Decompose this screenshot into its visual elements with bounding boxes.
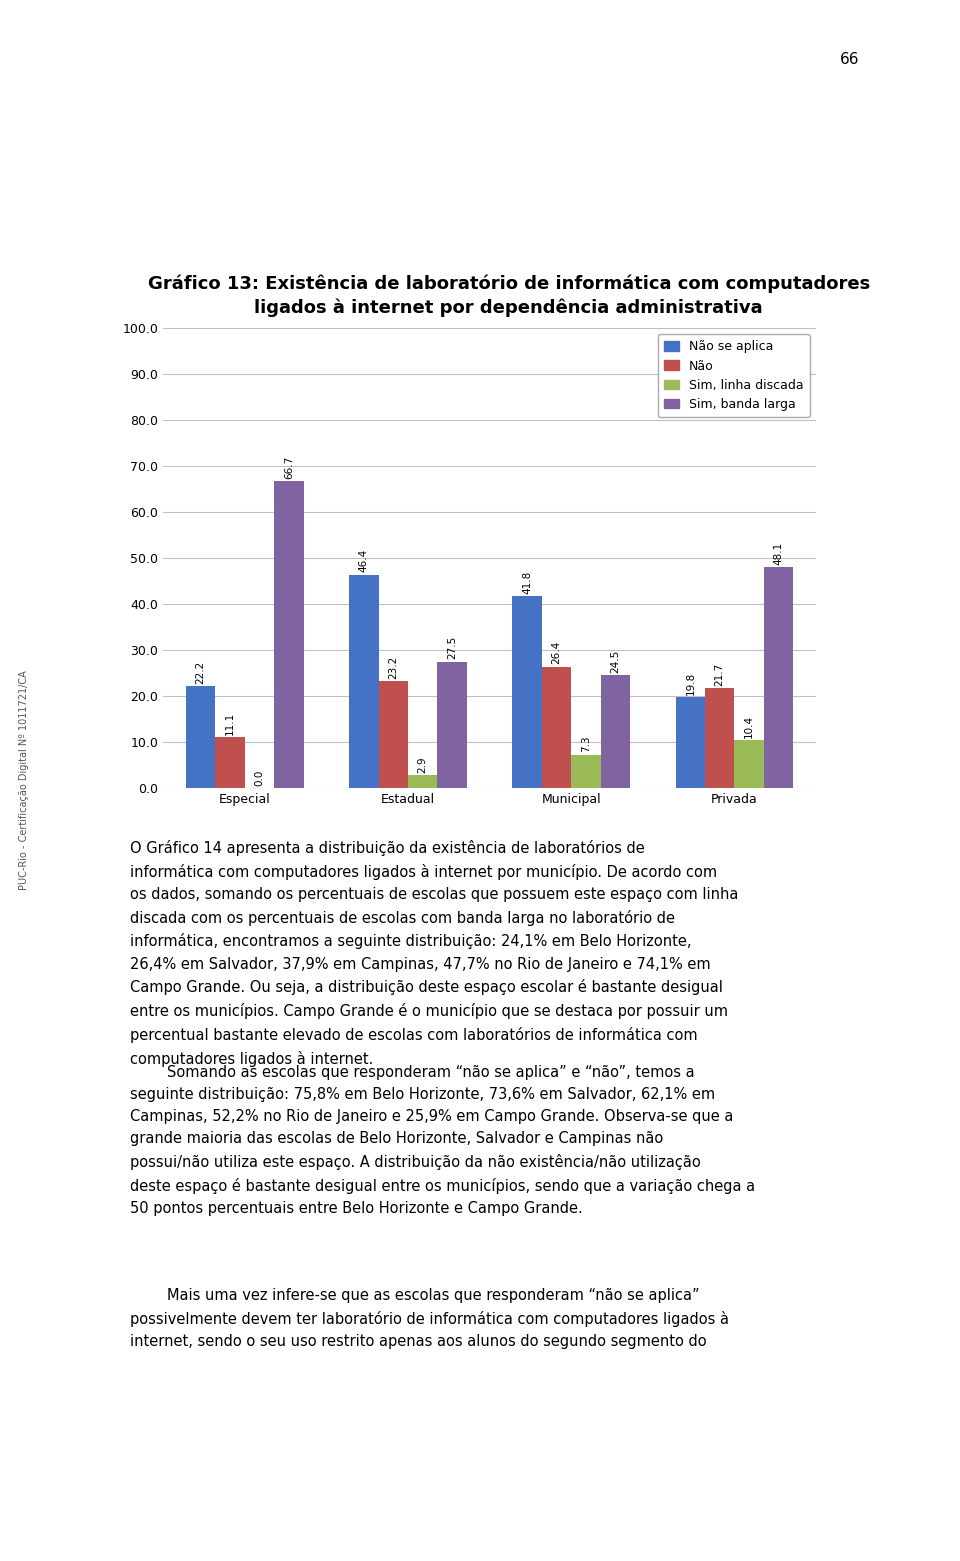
Bar: [734, 740, 764, 788]
Bar: [601, 676, 630, 788]
Bar: [513, 596, 541, 788]
Text: 0.0: 0.0: [254, 770, 265, 787]
Text: Mais uma vez infere-se que as escolas que responderam “não se aplica”
possivelme: Mais uma vez infere-se que as escolas qu…: [130, 1288, 729, 1349]
Text: 41.8: 41.8: [522, 570, 532, 593]
Text: 2.9: 2.9: [418, 756, 428, 773]
Bar: [764, 567, 793, 788]
Bar: [275, 481, 303, 788]
Text: 24.5: 24.5: [611, 649, 620, 673]
Text: 21.7: 21.7: [714, 663, 725, 687]
Text: ligados à internet por dependência administrativa: ligados à internet por dependência admin…: [254, 298, 763, 317]
Bar: [378, 682, 408, 788]
Text: O Gráfico 14 apresenta a distribuição da existência de laboratórios de
informáti: O Gráfico 14 apresenta a distribuição da…: [130, 840, 738, 1066]
Bar: [215, 737, 245, 788]
Text: 27.5: 27.5: [447, 637, 457, 659]
Text: 66: 66: [840, 52, 859, 67]
Bar: [541, 667, 571, 788]
Text: 46.4: 46.4: [359, 549, 369, 573]
Text: Gráfico 13: Existência de laboratório de informática com computadores: Gráfico 13: Existência de laboratório de…: [148, 275, 870, 293]
Bar: [186, 687, 215, 788]
Legend: Não se aplica, Não, Sim, linha discada, Sim, banda larga: Não se aplica, Não, Sim, linha discada, …: [658, 334, 809, 417]
Bar: [408, 774, 438, 788]
Text: 66.7: 66.7: [284, 456, 294, 479]
Bar: [676, 698, 705, 788]
Bar: [705, 688, 734, 788]
Text: Somando as escolas que responderam “não se aplica” e “não”, temos a
seguinte dis: Somando as escolas que responderam “não …: [130, 1065, 755, 1216]
Text: PUC-Rio - Certificação Digital Nº 1011721/CA: PUC-Rio - Certificação Digital Nº 101172…: [19, 671, 29, 890]
Text: 48.1: 48.1: [774, 542, 783, 565]
Text: 26.4: 26.4: [551, 642, 562, 665]
Text: 19.8: 19.8: [685, 671, 695, 695]
Bar: [438, 662, 467, 788]
Text: 11.1: 11.1: [225, 712, 235, 735]
Bar: [571, 754, 601, 788]
Text: 23.2: 23.2: [388, 656, 398, 679]
Text: 10.4: 10.4: [744, 715, 755, 738]
Bar: [349, 574, 378, 788]
Text: 7.3: 7.3: [581, 735, 591, 752]
Text: 22.2: 22.2: [196, 660, 205, 684]
